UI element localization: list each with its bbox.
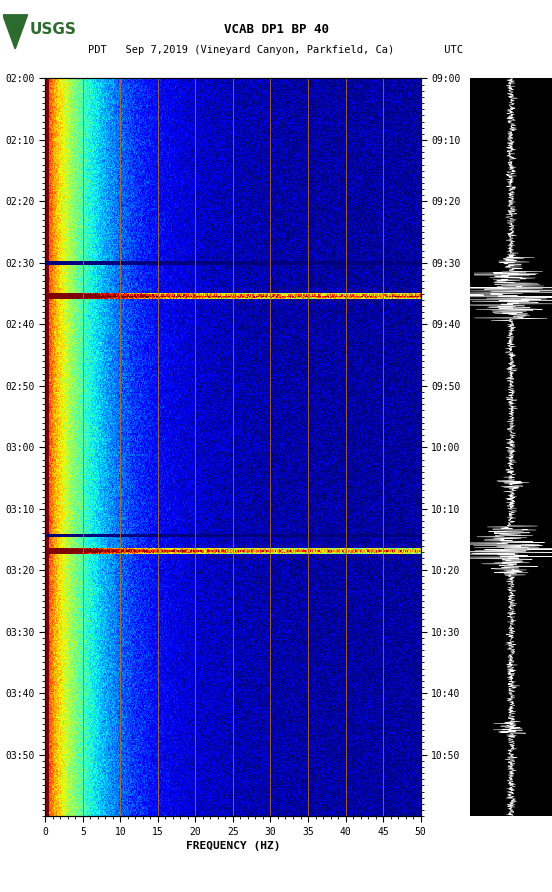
Text: VCAB DP1 BP 40: VCAB DP1 BP 40 [224,23,328,36]
Text: USGS: USGS [30,22,77,37]
Polygon shape [3,15,28,49]
Text: PDT   Sep 7,2019 (Vineyard Canyon, Parkfield, Ca)        UTC: PDT Sep 7,2019 (Vineyard Canyon, Parkfie… [88,45,464,55]
X-axis label: FREQUENCY (HZ): FREQUENCY (HZ) [185,841,280,851]
